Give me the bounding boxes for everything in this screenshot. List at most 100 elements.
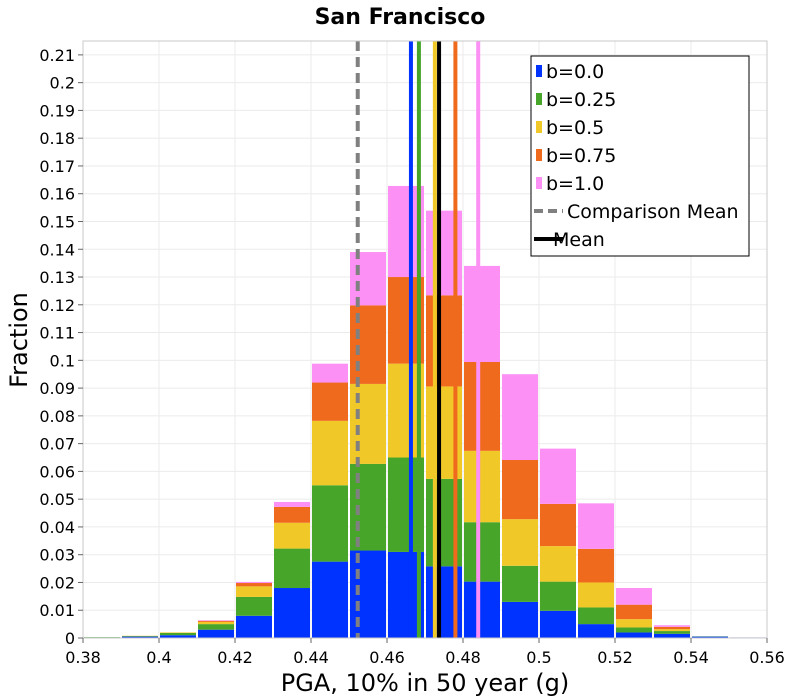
bar-segment-b-0-5-bin-4 <box>236 586 272 597</box>
bar-segment-b-1-0-bin-11 <box>502 374 538 461</box>
x-tick-label: 0.54 <box>673 648 709 667</box>
bar-segment-b-0-25-bin-13 <box>578 607 614 625</box>
bar-segment-b-0-25-bin-1 <box>122 636 158 637</box>
y-tick-label: 0.19 <box>39 101 75 120</box>
legend-swatch-b-0-75 <box>536 149 542 161</box>
legend-label-comparison-mean: Comparison Mean <box>567 201 739 223</box>
bar-segment-b-0-5-bin-7 <box>350 383 386 464</box>
y-tick-label: 0.18 <box>39 129 75 148</box>
y-axis-label: Fraction <box>5 292 33 388</box>
bar-segment-b-0-75-bin-14 <box>616 604 652 620</box>
y-tick-label: 0.1 <box>50 351 75 370</box>
bar-segment-b-0-0-bin-13 <box>578 624 614 638</box>
y-tick-label: 0.07 <box>39 435 75 454</box>
bar-segment-b-1-0-bin-13 <box>578 503 614 549</box>
x-tick-label: 0.44 <box>293 648 329 667</box>
legend-label-mean: Mean <box>553 229 605 251</box>
y-tick-label: 0.17 <box>39 157 75 176</box>
legend-label-b-0-25: b=0.25 <box>546 89 616 111</box>
bar-segment-b-0-5-bin-5 <box>274 522 310 549</box>
x-tick-label: 0.48 <box>445 648 481 667</box>
bar-segment-b-0-75-bin-11 <box>502 460 538 520</box>
bar-segment-b-0-0-bin-1 <box>122 636 158 638</box>
bar-segment-b-0-75-bin-6 <box>312 382 348 421</box>
bar-segment-b-0-25-bin-4 <box>236 596 272 616</box>
bar-segment-b-0-5-bin-13 <box>578 582 614 608</box>
bar-segment-b-1-0-bin-3 <box>198 620 234 621</box>
mean-lines <box>355 41 481 638</box>
bar-segment-b-0-0-bin-6 <box>312 561 348 638</box>
legend-label-b-0-5: b=0.5 <box>546 117 604 139</box>
y-tick-label: 0.09 <box>39 379 75 398</box>
bar-segment-b-1-0-bin-6 <box>312 363 348 383</box>
bar-segment-b-0-75-bin-4 <box>236 583 272 587</box>
y-tick-label: 0.11 <box>39 324 75 343</box>
bar-segment-b-0-75-bin-13 <box>578 548 614 583</box>
legend-box <box>530 55 750 257</box>
y-tick-label: 0.12 <box>39 296 75 315</box>
x-tick-label: 0.42 <box>217 648 253 667</box>
bar-segment-b-0-75-bin-12 <box>540 503 576 547</box>
bar-segment-b-0-0-bin-16 <box>692 636 728 638</box>
x-tick-label: 0.5 <box>526 648 551 667</box>
x-tick-label: 0.56 <box>749 648 785 667</box>
bar-segment-b-0-25-bin-10 <box>464 522 500 582</box>
legend-label-b-0-0: b=0.0 <box>546 61 604 83</box>
y-tick-label: 0.21 <box>39 46 75 65</box>
bar-segment-b-0-25-bin-6 <box>312 485 348 562</box>
y-tick-label: 0.03 <box>39 546 75 565</box>
legend: b=0.0 b=0.25 b=0.5 b=0.75 b=1.0 Comparison Me… <box>530 55 750 257</box>
y-tick-label: 0.13 <box>39 268 75 287</box>
bar-segment-b-0-0-bin-12 <box>540 610 576 638</box>
y-tick-label: 0.06 <box>39 462 75 481</box>
legend-swatch-b-0-25 <box>536 93 542 105</box>
bar-segment-b-0-0-bin-11 <box>502 601 538 638</box>
plot-frame <box>82 40 768 639</box>
y-axis-ticks: 0 0.01 0.02 0.03 0.04 0.05 0.06 0.07 0.08 0.09 0.1… <box>39 46 83 648</box>
y-tick-label: 0.05 <box>39 490 75 509</box>
bar-segment-b-0-5-bin-14 <box>616 619 652 628</box>
bar-segment-b-0-25-bin-7 <box>350 463 386 551</box>
bar-segment-b-0-25-bin-2 <box>160 633 196 636</box>
bar-segment-b-0-0-bin-15 <box>654 633 690 638</box>
bar-segment-b-0-75-bin-3 <box>198 620 234 622</box>
x-tick-label: 0.38 <box>65 648 101 667</box>
bar-segment-b-0-5-bin-2 <box>160 632 196 634</box>
x-axis-ticks: 0.38 0.4 0.42 0.44 0.46 0.48 0.5 0.52 0.54 0.56 <box>65 638 785 667</box>
bar-segment-b-0-75-bin-10 <box>464 361 500 451</box>
bar-segment-b-0-5-bin-3 <box>198 621 234 625</box>
x-tick-label: 0.52 <box>597 648 633 667</box>
bar-segment-b-0-0-bin-5 <box>274 588 310 638</box>
bar-segment-b-0-0-bin-10 <box>464 581 500 638</box>
y-tick-label: 0.04 <box>39 518 75 537</box>
bar-segment-b-1-0-bin-4 <box>236 581 272 584</box>
bar-segment-b-0-25-bin-5 <box>274 548 310 589</box>
x-tick-label: 0.4 <box>146 648 171 667</box>
bar-segment-b-0-0-bin-4 <box>236 615 272 638</box>
legend-swatch-b-0-0 <box>536 65 542 77</box>
bar-segment-b-0-75-bin-7 <box>350 305 386 384</box>
legend-label-b-1-0: b=1.0 <box>546 173 604 195</box>
bar-segment-b-1-0-bin-15 <box>654 625 690 627</box>
bar-segment-b-0-0-bin-7 <box>350 550 386 638</box>
y-tick-label: 0.02 <box>39 573 75 592</box>
chart-title: San Francisco <box>315 5 486 30</box>
bar-segment-b-0-0-bin-14 <box>616 632 652 638</box>
y-tick-label: 0.08 <box>39 407 75 426</box>
bar-segment-b-0-5-bin-6 <box>312 420 348 486</box>
x-axis-label: PGA, 10% in 50 year (g) <box>281 669 570 697</box>
y-tick-label: 0.14 <box>39 240 75 259</box>
bar-segment-b-0-5-bin-15 <box>654 629 690 632</box>
bar-segment-b-1-0-bin-5 <box>274 501 310 507</box>
bar-segment-b-0-25-bin-15 <box>654 631 690 634</box>
bar-segment-b-0-5-bin-12 <box>540 546 576 582</box>
bar-segment-b-0-25-bin-3 <box>198 624 234 630</box>
y-tick-label: 0.15 <box>39 212 75 231</box>
bar-segment-b-0-25-bin-12 <box>540 581 576 611</box>
y-tick-label: 0 <box>65 629 75 648</box>
legend-swatch-b-0-5 <box>536 121 542 133</box>
bar-segment-b-0-75-bin-15 <box>654 626 690 630</box>
legend-swatch-b-1-0 <box>536 177 542 189</box>
x-tick-label: 0.46 <box>369 648 405 667</box>
y-tick-label: 0.2 <box>50 74 75 93</box>
